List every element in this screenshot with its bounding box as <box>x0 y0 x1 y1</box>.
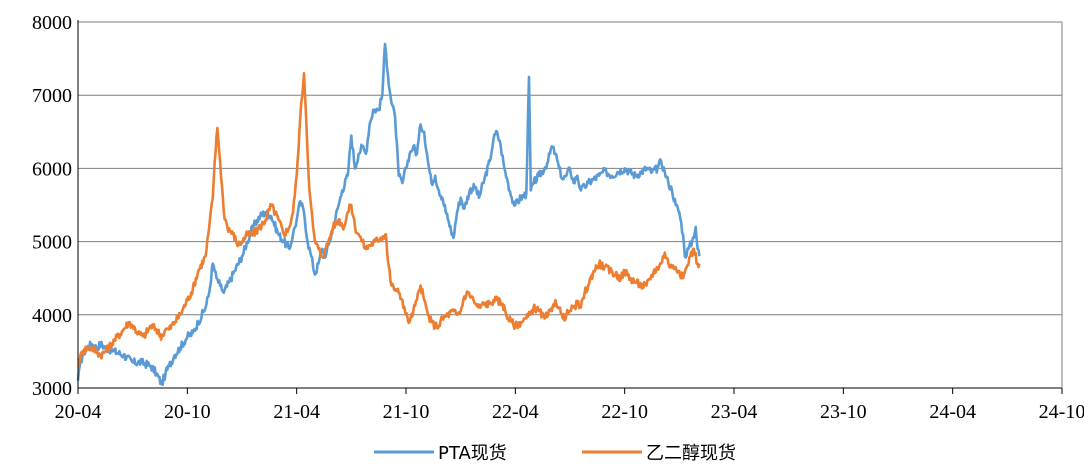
x-tick-label: 22-04 <box>492 401 539 423</box>
y-tick-label: 3000 <box>32 378 72 400</box>
x-tick-label: 20-04 <box>55 401 102 423</box>
legend-label: 乙二醇现货 <box>646 443 736 464</box>
series-layer <box>76 42 701 386</box>
y-tick-label: 6000 <box>32 158 72 180</box>
axes <box>77 20 1063 394</box>
series-line-meg <box>77 71 701 368</box>
tick-labels: 3000 4000 5000 6000 7000 8000 20-04 20-10 21-04 2… <box>32 12 1084 423</box>
x-tick-label: 20-10 <box>164 401 211 423</box>
y-tick-label: 4000 <box>32 305 72 327</box>
y-tick-label: 8000 <box>32 12 72 34</box>
legend: PTA现货 乙二醇现货 <box>374 443 736 464</box>
x-tick-label: 21-10 <box>383 401 430 423</box>
y-tick-label: 5000 <box>32 232 72 254</box>
x-tick-label: 23-10 <box>820 401 867 423</box>
x-tick-label: 24-04 <box>929 401 976 423</box>
x-tick-label: 21-04 <box>273 401 320 423</box>
legend-label: PTA现货 <box>438 443 507 464</box>
series-line-pta <box>76 42 701 386</box>
y-tick-label: 7000 <box>32 85 72 107</box>
x-tick-label: 23-04 <box>711 401 758 423</box>
x-tick-label: 22-10 <box>601 401 648 423</box>
x-tick-label: 24-10 <box>1039 401 1084 423</box>
